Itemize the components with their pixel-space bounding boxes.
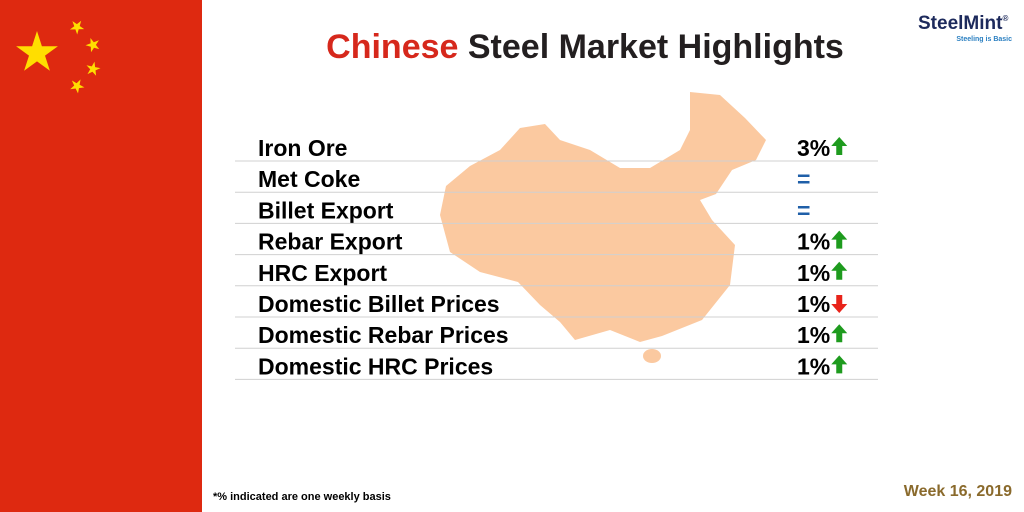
- title: Chinese Steel Market Highlights: [326, 28, 844, 66]
- row-label: Iron Ore: [258, 135, 347, 161]
- flag: [0, 0, 202, 512]
- row-change: =: [797, 197, 810, 223]
- footnote: *% indicated are one weekly basis: [213, 491, 391, 503]
- arrow-down: [831, 295, 848, 313]
- row-change: 1%: [797, 291, 830, 317]
- arrow-up: [831, 230, 848, 249]
- big-star: [16, 31, 58, 71]
- small-star: [86, 61, 101, 76]
- flag-stars: [16, 20, 101, 94]
- highlights-table: Iron Ore 3% Met Coke = Billet Export = Rebar E…: [235, 135, 878, 380]
- row-change: 1%: [797, 322, 830, 348]
- logo-tagline: Steeling is Basic: [956, 36, 1012, 43]
- row-label: Domestic Rebar Prices: [258, 322, 509, 348]
- logo-name: SteelMint: [918, 13, 1003, 34]
- arrow-up: [831, 324, 848, 343]
- row-change: 1%: [797, 353, 830, 379]
- row-change: 1%: [797, 260, 830, 286]
- logo: SteelMint®: [918, 13, 1008, 34]
- china-map: [440, 92, 766, 363]
- row-label: Domestic HRC Prices: [258, 353, 493, 379]
- title-highlight: Chinese: [326, 28, 458, 66]
- row-label: Rebar Export: [258, 229, 403, 255]
- row-label: HRC Export: [258, 260, 387, 286]
- map-mainland: [440, 92, 766, 342]
- arrow-up: [831, 261, 848, 280]
- row-label: Met Coke: [258, 166, 360, 192]
- small-star: [85, 38, 100, 53]
- logo-mark: ®: [1002, 14, 1008, 23]
- small-star: [69, 20, 85, 35]
- arrow-up: [831, 137, 848, 155]
- week: Week 16, 2019: [904, 483, 1012, 500]
- row-change: =: [797, 166, 810, 192]
- arrow-up: [831, 355, 848, 374]
- row-change: 3%: [797, 135, 830, 161]
- map-hainan: [643, 349, 661, 363]
- row-label: Domestic Billet Prices: [258, 291, 500, 317]
- row-change: 1%: [797, 229, 830, 255]
- title-rest: Steel Market Highlights: [468, 28, 844, 66]
- row-label: Billet Export: [258, 197, 394, 223]
- small-star: [70, 79, 85, 94]
